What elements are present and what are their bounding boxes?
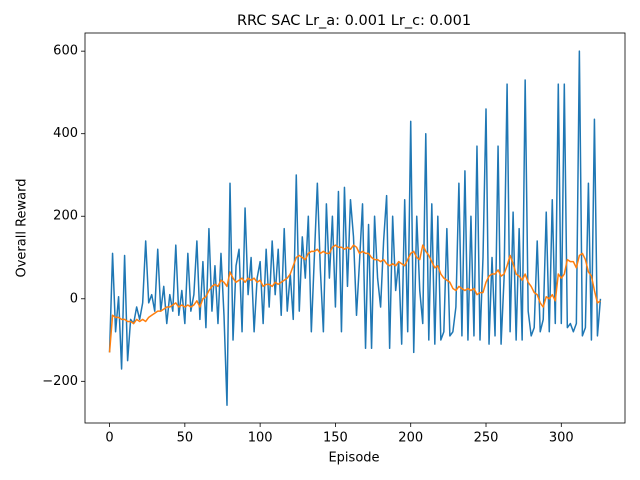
- x-tick-label: 0: [105, 431, 113, 446]
- y-tick-label: 600: [53, 44, 78, 59]
- series-line: [108, 244, 601, 353]
- y-tick-label: 200: [53, 209, 78, 224]
- y-tick-label: 400: [53, 126, 78, 141]
- x-tick-label: 150: [323, 431, 348, 446]
- y-tick-label: −200: [42, 374, 78, 389]
- x-tick-label: 300: [549, 431, 574, 446]
- y-tick-label: 0: [70, 291, 78, 306]
- x-tick-label: 200: [398, 431, 423, 446]
- y-axis-label: Overall Reward: [15, 178, 30, 277]
- x-axis-label: Episode: [328, 451, 379, 466]
- x-tick-label: 100: [248, 431, 273, 446]
- plot-frame: [84, 32, 626, 424]
- series-line: [108, 50, 602, 406]
- x-tick-label: 250: [474, 431, 499, 446]
- x-tick-label: 50: [177, 431, 194, 446]
- chart-title: RRC SAC Lr_a: 0.001 Lr_c: 0.001: [237, 13, 471, 29]
